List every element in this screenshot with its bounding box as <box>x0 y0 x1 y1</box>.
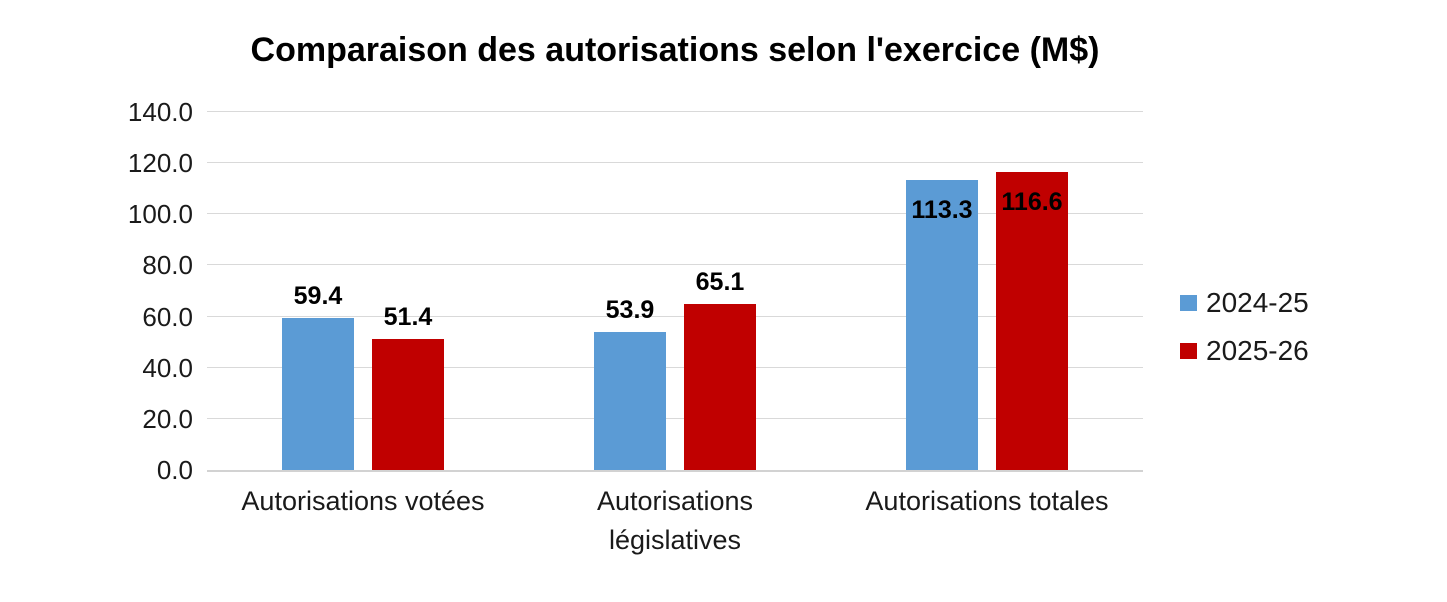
gridline <box>207 111 1143 112</box>
gridline <box>207 162 1143 164</box>
legend: 2024-25 2025-26 <box>1180 287 1309 366</box>
gridline <box>207 264 1143 266</box>
bar-2024-25-category-1 <box>282 318 354 470</box>
data-label-2024-25-category-1: 59.4 <box>293 282 343 311</box>
y-axis-tick-label: 20.0 <box>142 403 193 434</box>
data-label-2024-25-category-3: 113.3 <box>911 196 973 225</box>
y-axis-tick-label: 120.0 <box>127 148 193 179</box>
data-label-2025-26-category-3: 116.6 <box>1001 187 1063 216</box>
y-axis-tick-label: 140.0 <box>127 97 193 127</box>
plot-area: 59.4 51.4 53.9 65.1 113.3 116.6 <box>207 111 1143 472</box>
x-axis-category-label: Autorisations votées <box>241 486 485 516</box>
gridline <box>207 213 1143 215</box>
legend-item-2024-25: 2024-25 <box>1180 287 1309 318</box>
legend-swatch-2025-26 <box>1180 342 1197 359</box>
y-axis-tick-label: 100.0 <box>127 199 193 230</box>
data-label-2025-26-category-2: 65.1 <box>695 267 745 296</box>
y-axis-tick-label: 60.0 <box>142 301 193 332</box>
bar-2025-26-category-3 <box>996 171 1068 470</box>
y-axis-tick-label: 0.0 <box>156 455 193 485</box>
bar-2024-25-category-2 <box>594 332 666 470</box>
gridline <box>207 417 1143 419</box>
gridline <box>207 366 1143 368</box>
y-axis-tick-label: 40.0 <box>142 352 193 383</box>
bar-2025-26-category-2 <box>684 303 756 470</box>
gridline <box>207 315 1143 317</box>
x-axis-category-label: Autorisations législatives <box>596 486 754 555</box>
legend-label-2025-26: 2025-26 <box>1206 334 1309 366</box>
data-label-2024-25-category-2: 53.9 <box>605 296 655 325</box>
legend-item-2025-26: 2025-26 <box>1180 335 1309 366</box>
bar-2025-26-category-1 <box>372 338 444 470</box>
bar-2024-25-category-3 <box>906 180 978 470</box>
legend-swatch-2024-25 <box>1180 294 1197 311</box>
data-label-2025-26-category-1: 51.4 <box>383 302 433 331</box>
chart-title: Comparaison des autorisations selon l'ex… <box>250 31 1100 69</box>
x-axis-category-label: Autorisations totales <box>865 486 1109 516</box>
legend-label-2024-25: 2024-25 <box>1206 286 1309 318</box>
y-axis-tick-label: 80.0 <box>142 250 193 281</box>
